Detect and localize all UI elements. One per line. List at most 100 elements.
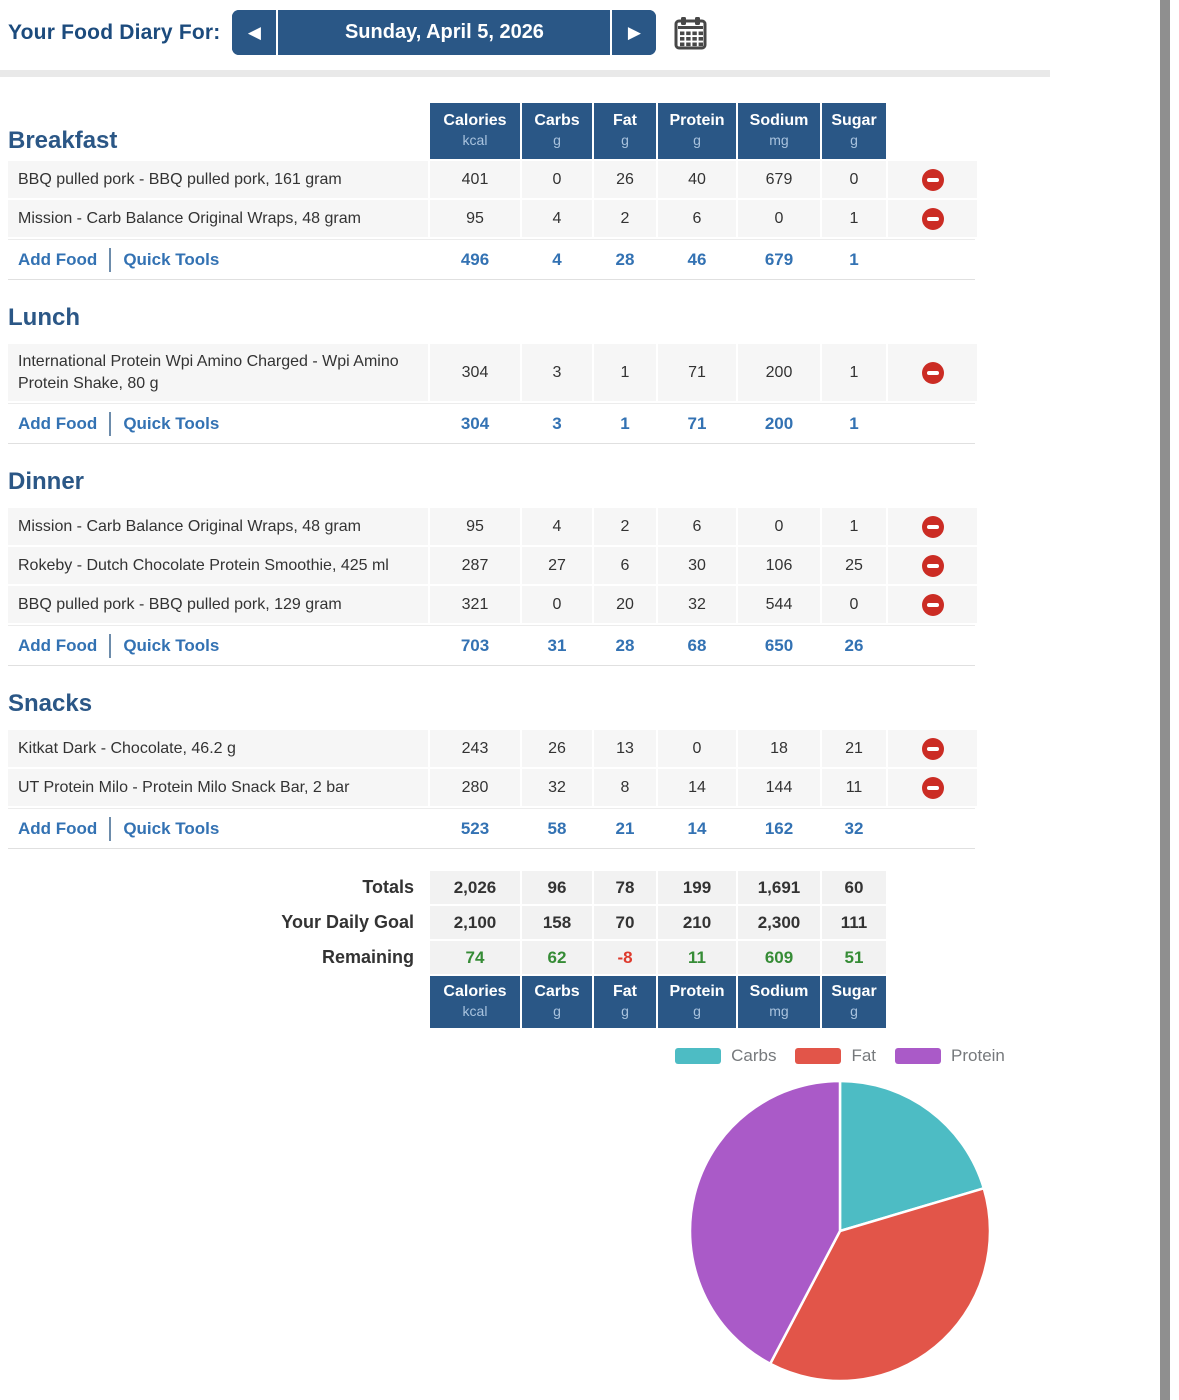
food-name[interactable]: UT Protein Milo - Protein Milo Snack Bar… [18, 778, 350, 796]
quick-tools-link[interactable]: Quick Tools [123, 249, 220, 269]
nutrient-value: 71 [658, 344, 736, 402]
quick-tools-link[interactable]: Quick Tools [123, 818, 220, 838]
add-food-link[interactable]: Add Food [18, 249, 98, 269]
nutrient-value: 25 [822, 547, 886, 585]
delete-entry-button[interactable] [921, 554, 944, 577]
nutrient-value: 95 [430, 200, 520, 237]
food-name[interactable]: Mission - Carb Balance Original Wraps, 4… [18, 209, 361, 227]
food-rows: International Protein Wpi Amino Charged … [8, 344, 977, 402]
total-spacer [888, 809, 977, 849]
summary-value: 2,026 [430, 871, 520, 905]
food-name[interactable]: Kitkat Dark - Chocolate, 46.2 g [18, 739, 236, 757]
column-label: Fat [613, 983, 637, 1001]
column-unit: g [553, 1003, 561, 1020]
summary-value: 11 [658, 941, 736, 975]
nutrient-value: 1 [822, 200, 886, 237]
summary-row-label: Totals [362, 877, 414, 898]
summary-value: 158 [522, 906, 592, 940]
delete-entry-button[interactable] [921, 168, 944, 191]
delete-entry-button[interactable] [921, 776, 944, 799]
nutrient-value: 18 [738, 730, 820, 768]
meal-total-value: 1 [822, 240, 886, 279]
quick-tools-link[interactable]: Quick Tools [123, 635, 220, 655]
food-row: Mission - Carb Balance Original Wraps, 4… [8, 508, 977, 546]
food-name[interactable]: Rokeby - Dutch Chocolate Protein Smoothi… [18, 556, 389, 574]
summary-value: 2,300 [738, 906, 820, 940]
action-separator [109, 411, 112, 436]
delete-cell [888, 769, 977, 807]
pie-wrap [630, 1076, 1050, 1386]
food-name-cell: Mission - Carb Balance Original Wraps, 4… [8, 508, 428, 546]
header-spacer [888, 103, 977, 159]
meal-title: Lunch [8, 304, 80, 331]
meal-total-value: 200 [738, 404, 820, 444]
previous-day-button[interactable]: ◀ [232, 10, 279, 55]
delete-entry-button[interactable] [921, 361, 944, 384]
nutrient-value: 144 [738, 769, 820, 807]
nutrient-value: 32 [658, 586, 736, 624]
meal-table: International Protein Wpi Amino Charged … [8, 344, 977, 445]
nutrient-value: 280 [430, 769, 520, 807]
food-rows: BBQ pulled pork - BBQ pulled pork, 161 g… [8, 161, 977, 237]
macros-pie-chart [688, 1079, 992, 1383]
date-navigation: ◀ Sunday, April 5, 2026 ▶ [232, 10, 657, 55]
meal-actions-row: Add Food Quick Tools 523 58 21 14 162 32 [8, 808, 977, 850]
nutrient-value: 544 [738, 586, 820, 624]
food-name[interactable]: Mission - Carb Balance Original Wraps, 4… [18, 517, 361, 535]
delete-entry-button[interactable] [921, 207, 944, 230]
open-calendar-button[interactable] [674, 16, 707, 50]
delete-cell [888, 586, 977, 624]
date-display[interactable]: Sunday, April 5, 2026 [344, 21, 544, 43]
column-label: Sodium [749, 983, 809, 1001]
legend-swatch [795, 1048, 842, 1065]
meal-total-value: 58 [522, 809, 592, 849]
delete-entry-button[interactable] [921, 737, 944, 760]
column-header: Calories kcal [430, 976, 520, 1029]
column-unit: g [693, 1003, 701, 1020]
meal-total-value: 650 [738, 626, 820, 666]
column-label: Carbs [534, 983, 580, 1001]
column-unit: g [850, 132, 858, 149]
nutrient-value: 0 [822, 586, 886, 624]
food-rows: Kitkat Dark - Chocolate, 46.2 g 243 26 1… [8, 730, 977, 807]
meal-title: Snacks [8, 690, 93, 718]
meal-total-value: 1 [822, 404, 886, 444]
food-name[interactable]: International Protein Wpi Amino Charged … [18, 353, 399, 392]
scrollbar[interactable] [1160, 0, 1170, 1400]
meal-total-value: 71 [658, 404, 736, 444]
nutrient-value: 13 [594, 730, 656, 768]
add-food-link[interactable]: Add Food [18, 818, 98, 838]
minus-icon [926, 216, 939, 221]
meal-actions: Add Food Quick Tools [8, 240, 428, 279]
nutrient-value: 4 [522, 200, 592, 237]
delete-entry-button[interactable] [921, 515, 944, 538]
summary-value: 199 [658, 871, 736, 905]
meal-table: Breakfast Calories kcal Carbs g Fat g Pr… [8, 103, 977, 280]
add-food-link[interactable]: Add Food [18, 413, 98, 433]
legend-label: Protein [951, 1046, 1005, 1066]
column-header: Fat g [594, 976, 656, 1029]
next-day-button[interactable]: ▶ [610, 10, 657, 55]
food-name[interactable]: BBQ pulled pork - BBQ pulled pork, 161 g… [18, 170, 342, 188]
delete-cell [888, 508, 977, 546]
add-food-link[interactable]: Add Food [18, 635, 98, 655]
column-header: Carbs g [522, 103, 592, 159]
pie-slice-protein [688, 1079, 842, 1366]
quick-tools-link[interactable]: Quick Tools [123, 413, 220, 433]
total-spacer [888, 240, 977, 279]
chevron-left-icon: ◀ [247, 23, 261, 42]
column-label: Carbs [534, 112, 580, 130]
food-row: Mission - Carb Balance Original Wraps, 4… [8, 200, 977, 237]
column-label: Protein [669, 112, 725, 130]
food-row: BBQ pulled pork - BBQ pulled pork, 161 g… [8, 161, 977, 198]
food-row: UT Protein Milo - Protein Milo Snack Bar… [8, 769, 977, 807]
meal-total-value: 46 [658, 240, 736, 279]
column-unit: g [621, 132, 629, 149]
delete-entry-button[interactable] [921, 593, 944, 616]
nutrient-value: 200 [738, 344, 820, 402]
delete-cell [888, 547, 977, 585]
summary-row: Your Daily Goal 2,100 158 70 210 2,300 1… [8, 906, 975, 940]
meal-actions-row: Add Food Quick Tools 703 31 28 68 650 26 [8, 625, 977, 667]
food-name[interactable]: BBQ pulled pork - BBQ pulled pork, 129 g… [18, 595, 342, 613]
meal-actions: Add Food Quick Tools [8, 404, 428, 444]
